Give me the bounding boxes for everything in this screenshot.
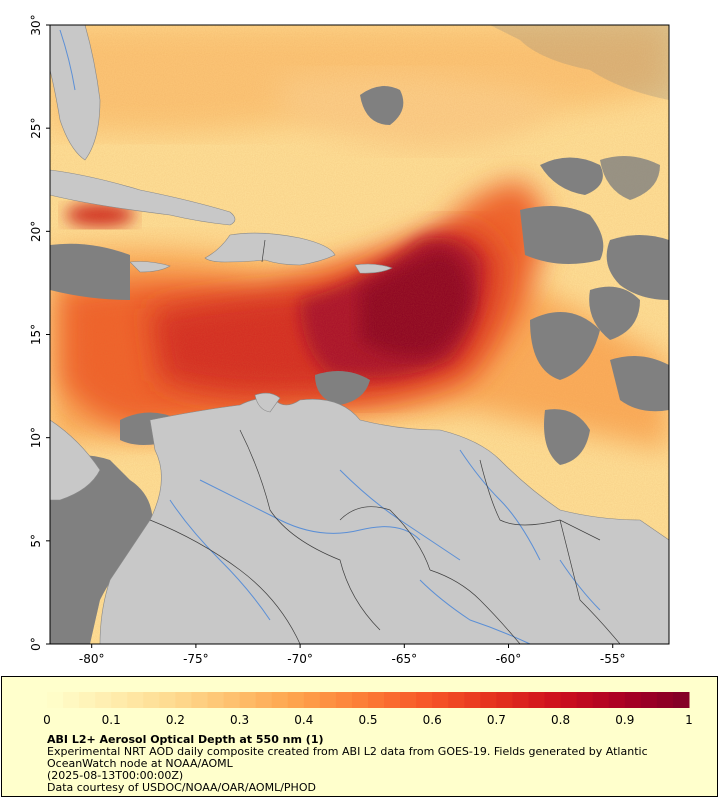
lat-tick-label: 10°	[29, 427, 43, 448]
map-canvas: 0° 5° 10° 15° 20° 25° 30° -80° -75° -70° -65° -60°…	[29, 14, 670, 666]
landmasses	[50, 25, 669, 644]
lat-tick-label: 0°	[29, 637, 43, 651]
lat-tick-label: 5°	[29, 534, 43, 548]
borders	[149, 239, 621, 644]
lon-tick-label: -60°	[496, 652, 522, 666]
longitude-axis: -80° -75° -70° -65° -60° -55°	[79, 644, 626, 666]
lon-tick-label: -70°	[287, 652, 313, 666]
lon-tick-label: -80°	[79, 652, 105, 666]
legend-credit: Data courtesy of USDOC/NOAA/OAR/AOML/PHO…	[47, 781, 316, 794]
aod-map[interactable]: 0° 5° 10° 15° 20° 25° 30° -80° -75° -70° -65° -60°…	[0, 0, 720, 670]
lon-tick-label: -65°	[392, 652, 418, 666]
legend-date: (2025-08-13T00:00:00Z)	[47, 769, 184, 782]
latitude-axis: 0° 5° 10° 15° 20° 25° 30°	[29, 14, 50, 651]
lon-tick-label: -75°	[183, 652, 209, 666]
lon-tick-label: -55°	[600, 652, 626, 666]
lat-tick-label: 20°	[29, 221, 43, 242]
legend-description: Experimental NRT AOD daily composite cre…	[47, 745, 648, 770]
legend-title: ABI L2+ Aerosol Optical Depth at 550 nm …	[47, 733, 324, 746]
lat-tick-label: 25°	[29, 118, 43, 139]
legend-text: ABI L2+ Aerosol Optical Depth at 550 nm …	[47, 734, 687, 794]
aod-field	[50, 25, 669, 644]
rivers	[59, 29, 601, 644]
lat-tick-label: 15°	[29, 324, 43, 345]
lat-tick-label: 30°	[29, 14, 43, 35]
